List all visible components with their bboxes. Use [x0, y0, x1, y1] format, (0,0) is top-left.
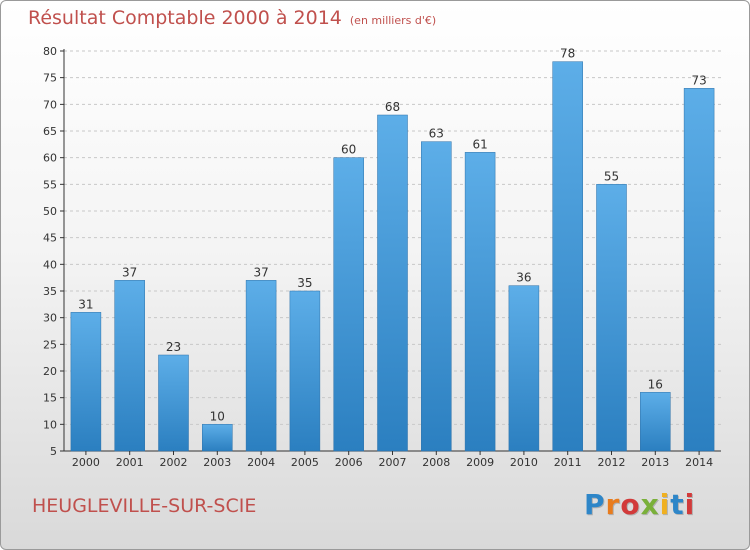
x-tick-label: 2011 [554, 456, 582, 469]
data-label: 23 [166, 340, 181, 354]
x-tick-label: 2012 [598, 456, 626, 469]
y-tick-label: 55 [43, 178, 57, 191]
x-tick-label: 2008 [422, 456, 450, 469]
bar-2007 [377, 114, 408, 452]
chart-title-unit: (en milliers d'€) [349, 14, 437, 27]
x-tick-label: 2010 [510, 456, 538, 469]
x-tick-label: 2000 [72, 456, 100, 469]
y-tick-label: 5 [50, 445, 57, 458]
y-tick-label: 45 [43, 232, 57, 245]
y-tick-label: 35 [43, 285, 57, 298]
chart-title: Résultat Comptable 2000 à 2014 (en millie… [28, 7, 436, 29]
y-tick-label: 10 [43, 418, 57, 431]
bar-2006 [333, 157, 364, 452]
bar-2003 [202, 424, 233, 452]
y-tick-label: 75 [43, 72, 57, 85]
y-tick-label: 70 [43, 98, 57, 111]
data-label: 68 [385, 100, 400, 114]
data-label: 73 [691, 73, 706, 87]
x-tick-label: 2002 [160, 456, 188, 469]
y-tick-label: 40 [43, 258, 57, 271]
town-name: HEUGLEVILLE-SUR-SCIE [32, 495, 257, 517]
data-label: 31 [78, 297, 93, 311]
y-tick-label: 50 [43, 205, 57, 218]
x-tick-label: 2004 [247, 456, 275, 469]
data-label: 10 [210, 409, 225, 423]
bar-2009 [464, 152, 496, 452]
bar-2011 [552, 61, 583, 452]
bar-2005 [289, 290, 321, 452]
bar-2004 [245, 280, 277, 452]
bar-2008 [421, 141, 452, 452]
data-label: 37 [253, 265, 268, 279]
x-tick-label: 2014 [685, 456, 713, 469]
data-label: 37 [122, 265, 137, 279]
x-tick-label: 2003 [203, 456, 231, 469]
bar-2010 [508, 285, 540, 452]
proxiti-logo: Proxiti [584, 488, 696, 521]
data-label: 55 [604, 169, 619, 183]
x-tick-label: 2006 [335, 456, 363, 469]
bar-2013 [640, 392, 671, 452]
y-tick-label: 60 [43, 152, 57, 165]
bar-2001 [114, 280, 145, 452]
y-tick-label: 65 [43, 125, 57, 138]
bar-2014 [683, 88, 715, 452]
y-tick-label: 25 [43, 338, 57, 351]
y-tick-label: 80 [43, 45, 57, 58]
x-tick-label: 2007 [379, 456, 407, 469]
y-tick-label: 15 [43, 392, 57, 405]
bar-2000 [70, 312, 102, 452]
data-label: 16 [648, 377, 663, 391]
chart-title-main: Résultat Comptable 2000 à 2014 [28, 7, 342, 29]
y-tick-label: 30 [43, 312, 57, 325]
bar-2002 [158, 354, 189, 452]
data-label: 36 [516, 271, 531, 285]
data-label: 61 [472, 137, 487, 151]
data-label: 60 [341, 143, 356, 157]
data-label: 63 [429, 127, 444, 141]
x-tick-label: 2009 [466, 456, 494, 469]
x-tick-label: 2013 [641, 456, 669, 469]
x-tick-label: 2001 [116, 456, 144, 469]
data-label: 35 [297, 276, 312, 290]
data-label: 78 [560, 47, 575, 61]
bar-2012 [596, 184, 627, 452]
y-tick-label: 20 [43, 365, 57, 378]
x-tick-label: 2005 [291, 456, 319, 469]
